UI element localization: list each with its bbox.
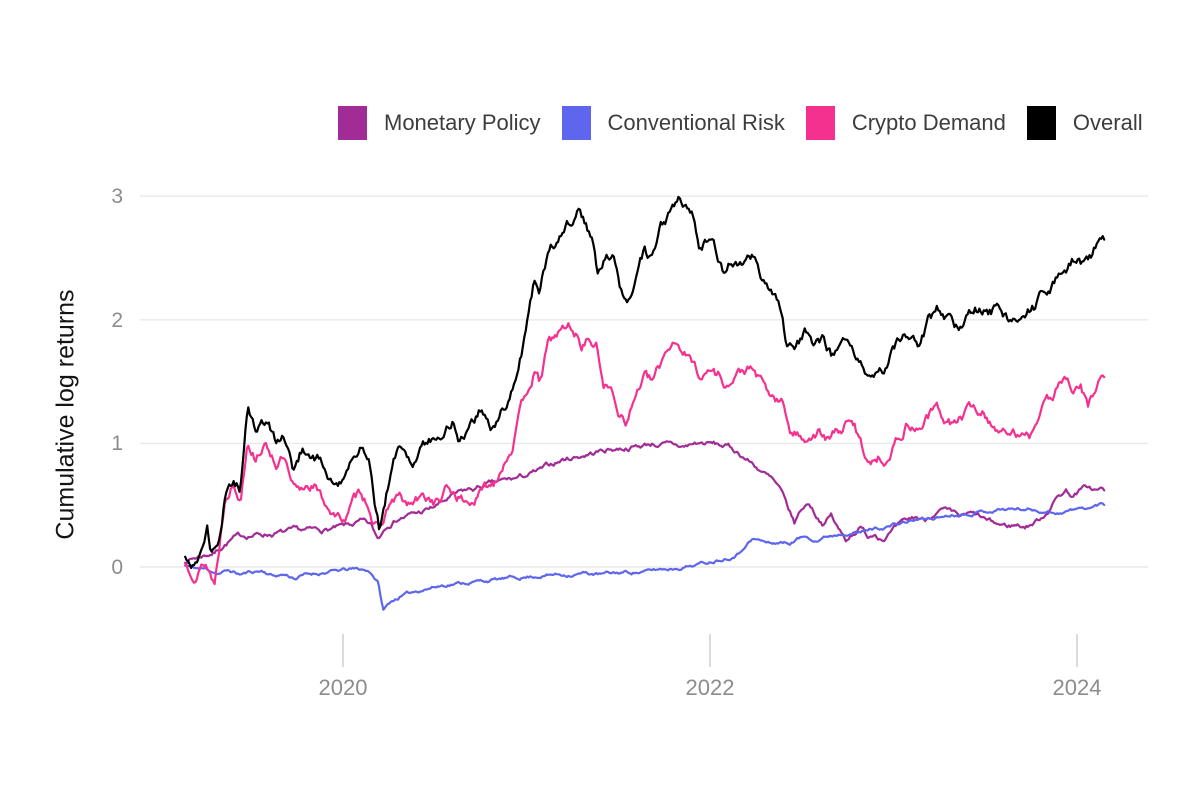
legend-swatch-crypto-demand (805, 106, 835, 140)
legend-item-overall: Overall (1026, 106, 1143, 140)
legend-label-conventional-risk: Conventional Risk (607, 110, 785, 135)
legend-swatch-monetary-policy (338, 106, 367, 140)
line-overall (184, 195, 1106, 570)
y-tick-label-0: 0 (111, 556, 123, 579)
legend-label-crypto-demand: Crypto Demand (851, 110, 1006, 135)
legend-swatch-overall (1026, 106, 1056, 140)
y-tick-label-1: 1 (111, 432, 123, 455)
line-conventional-risk (184, 502, 1106, 611)
legend-item-crypto-demand: Crypto Demand (805, 106, 1006, 140)
legend-item-monetary-policy: Monetary Policy (338, 106, 541, 140)
y-tick-label-2: 2 (111, 309, 123, 332)
x-tick-label-2024: 2024 (1053, 675, 1102, 700)
x-tick-label-2022: 2022 (686, 675, 735, 700)
line-monetary-policy (184, 440, 1106, 565)
legend-swatch-conventional-risk (561, 106, 591, 140)
line-crypto-demand (184, 322, 1106, 586)
legend-label-monetary-policy: Monetary Policy (384, 110, 541, 135)
y-tick-label-3: 3 (111, 185, 123, 208)
y-axis-title: Cumulative log returns (51, 289, 80, 540)
series-lines (184, 195, 1106, 611)
legend-item-conventional-risk: Conventional Risk (561, 106, 785, 140)
legend-label-overall: Overall (1072, 110, 1143, 135)
legend: Monetary Policy Conventional Risk Crypto… (338, 106, 1143, 140)
x-tick-label-2020: 2020 (319, 675, 368, 700)
